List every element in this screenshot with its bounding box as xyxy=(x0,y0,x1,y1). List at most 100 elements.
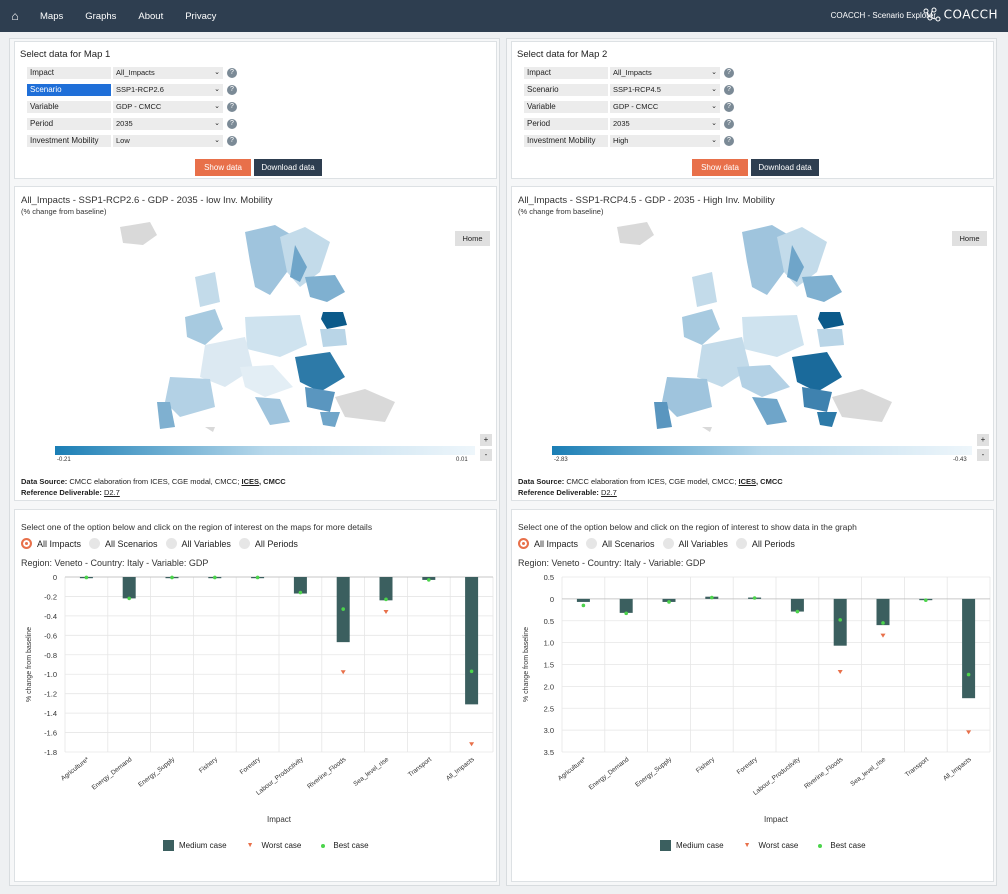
help-icon[interactable]: ? xyxy=(724,84,734,95)
impact-select[interactable]: All_Impacts ⌄ xyxy=(610,66,720,79)
radio-label: All Scenarios xyxy=(105,538,158,549)
x-tick-label: Agriculture* xyxy=(60,756,91,782)
variable-select[interactable]: GDP - CMCC ⌄ xyxy=(113,100,223,113)
help-icon[interactable]: ? xyxy=(227,118,237,129)
ref-label: Reference Deliverable: xyxy=(21,488,102,497)
marker-best-case xyxy=(710,595,714,600)
bar-medium-case xyxy=(576,598,590,602)
help-icon[interactable]: ? xyxy=(227,84,237,95)
marker-best-case xyxy=(127,596,131,601)
help-icon[interactable]: ? xyxy=(724,101,734,112)
europe-map[interactable] xyxy=(95,217,435,432)
bar-medium-case xyxy=(790,598,804,612)
period-select[interactable]: 2035 ⌄ xyxy=(113,117,223,130)
marker-best-case xyxy=(384,597,388,602)
x-tick-label: Riverine_Floods xyxy=(803,756,845,791)
variable-select[interactable]: GDP - CMCC ⌄ xyxy=(610,100,720,113)
ices-link[interactable]: ICES xyxy=(241,477,260,486)
marker-best-case xyxy=(427,578,431,582)
help-icon[interactable]: ? xyxy=(227,135,237,146)
legend-swatch-medium xyxy=(660,840,671,851)
y-tick-label: -0.4 xyxy=(44,612,57,621)
help-icon[interactable]: ? xyxy=(724,67,734,78)
scenario-select[interactable]: SSP1-RCP4.5 ⌄ xyxy=(610,83,720,96)
show-data-button[interactable]: Show data xyxy=(692,159,748,176)
impact-select[interactable]: All_Impacts ⌄ xyxy=(113,66,223,79)
show-data-button[interactable]: Show data xyxy=(195,159,251,176)
marker-worst-case xyxy=(469,742,475,747)
home-icon[interactable]: ⌂ xyxy=(11,9,19,23)
radio-all-variables[interactable]: All Variables xyxy=(165,538,231,549)
select-value: All_Impacts xyxy=(116,67,155,77)
mobility-select[interactable]: High ⌄ xyxy=(610,134,720,147)
help-icon[interactable]: ? xyxy=(227,101,237,112)
impact-bar-chart[interactable]: 0.5 0 0.5 1.0 1.5 2.0 2.5 3.0 3.5 % change from b… xyxy=(512,572,995,837)
radio-all-periods[interactable]: All Periods xyxy=(238,538,298,549)
nav-about[interactable]: About xyxy=(138,10,164,22)
zoom-out-button[interactable]: - xyxy=(977,449,989,461)
period-select[interactable]: 2035 ⌄ xyxy=(610,117,720,130)
field-scenario: Scenario SSP1-RCP2.6 ⌄? xyxy=(27,83,237,96)
radio-all-variables[interactable]: All Variables xyxy=(662,538,728,549)
marker-best-case xyxy=(795,609,800,614)
marker-best-case xyxy=(84,575,89,580)
chevron-down-icon: ⌄ xyxy=(711,136,717,144)
y-tick-label: 0.5 xyxy=(544,573,554,582)
zoom-in-button[interactable]: + xyxy=(977,434,989,446)
x-tick-label: Forestry xyxy=(736,756,760,777)
mobility-select[interactable]: Low ⌄ xyxy=(113,134,223,147)
y-tick-label: -0.6 xyxy=(44,631,57,640)
scenario-select[interactable]: SSP1-RCP2.6 ⌄ xyxy=(113,83,223,96)
field-label: Variable xyxy=(27,100,111,113)
field-label: Variable xyxy=(524,100,608,113)
help-icon[interactable]: ? xyxy=(227,67,237,78)
radio-all-impacts[interactable]: All Impacts xyxy=(518,538,578,549)
help-icon[interactable]: ? xyxy=(724,135,734,146)
legend-medium-label: Medium case xyxy=(179,841,227,850)
x-tick-label: Transport xyxy=(904,756,930,779)
radio-dot xyxy=(89,538,101,549)
x-axis-label: Impact xyxy=(267,815,292,824)
zoom-in-button[interactable]: + xyxy=(480,434,492,446)
europe-map[interactable] xyxy=(592,217,932,432)
radio-all-impacts[interactable]: All Impacts xyxy=(21,538,81,549)
x-tick-label: Energy_Supply xyxy=(634,756,674,789)
radio-all-scenarios[interactable]: All Scenarios xyxy=(586,538,655,549)
coacch-logo[interactable]: COACCH xyxy=(922,7,998,23)
panel-map-1: Select data for Map 1 Impact All_Impacts ⌄… xyxy=(9,38,500,886)
ices-link[interactable]: ICES xyxy=(738,477,757,486)
field-impact: Impact All_Impacts ⌄? xyxy=(27,66,237,79)
map-home-button[interactable]: Home xyxy=(952,231,987,246)
download-data-button[interactable]: Download data xyxy=(254,159,322,176)
brand-text: COACCH - Scenario Explorer xyxy=(830,11,936,20)
ref-label: Reference Deliverable: xyxy=(518,488,599,497)
marker-best-case xyxy=(667,600,671,604)
y-tick-label: -1.6 xyxy=(44,729,57,738)
map-regions[interactable] xyxy=(120,222,395,432)
legend-worst-label: Worst case xyxy=(758,841,799,850)
map-subtitle: (% change from baseline) xyxy=(518,207,604,216)
radio-label: All Impacts xyxy=(534,538,579,549)
marker-best-case xyxy=(838,618,842,622)
nav-maps[interactable]: Maps xyxy=(40,10,64,22)
impact-bar-chart[interactable]: 0 -0.2 -0.4 -0.6 -0.8 -1.0 -1.2 -1.4 -1.6 -1.8 % c… xyxy=(15,572,498,837)
nav-graphs[interactable]: Graphs xyxy=(85,10,117,22)
y-axis-label: % change from baseline xyxy=(26,627,33,702)
map-regions[interactable] xyxy=(617,222,892,432)
zoom-out-button[interactable]: - xyxy=(480,449,492,461)
map-home-button[interactable]: Home xyxy=(455,231,490,246)
ds-label: Data Source: xyxy=(518,477,565,486)
help-icon[interactable]: ? xyxy=(724,118,734,129)
ds-cmcc: , CMCC xyxy=(756,477,783,486)
y-tick-label: -0.2 xyxy=(44,592,57,601)
radio-all-periods[interactable]: All Periods xyxy=(735,538,795,549)
ref-link[interactable]: D2.7 xyxy=(103,488,120,497)
nav-privacy[interactable]: Privacy xyxy=(185,10,217,22)
ds-text: CMCC elaboration from ICES, CGE model, C… xyxy=(566,477,737,486)
ref-link[interactable]: D2.7 xyxy=(600,488,617,497)
x-tick-label: All_Impacts xyxy=(445,756,476,783)
download-data-button[interactable]: Download data xyxy=(751,159,819,176)
map-legend-bar xyxy=(552,446,972,455)
radio-all-scenarios[interactable]: All Scenarios xyxy=(89,538,158,549)
map-legend-bar xyxy=(55,446,475,455)
